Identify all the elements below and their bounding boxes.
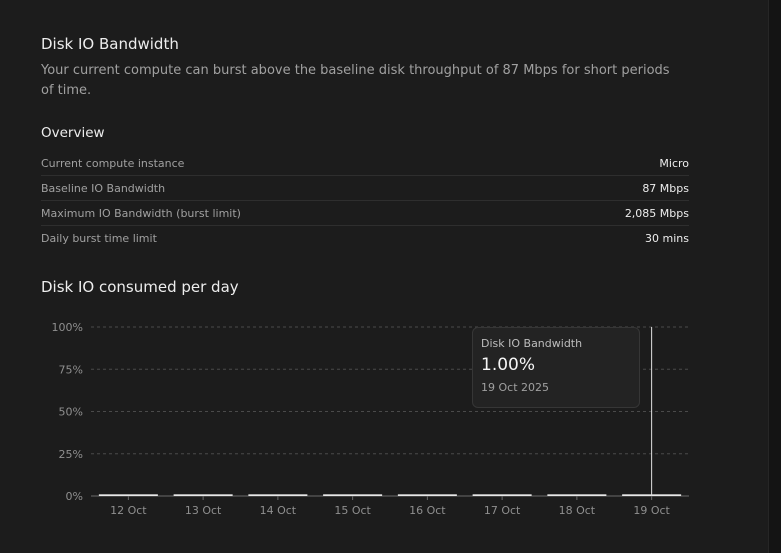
chart-bar xyxy=(472,494,532,496)
chart-bar xyxy=(323,494,383,496)
overview-value: 2,085 Mbps xyxy=(624,206,689,220)
y-tick-label: 0% xyxy=(66,490,83,503)
overview-label: Baseline IO Bandwidth xyxy=(41,181,166,195)
overview-table: Current compute instance Micro Baseline … xyxy=(41,151,689,250)
overview-row-burst-limit: Daily burst time limit 30 mins xyxy=(41,226,689,250)
chart-bar xyxy=(397,494,457,496)
section-title: Disk IO Bandwidth xyxy=(41,35,179,53)
x-tick-label: 19 Oct xyxy=(633,504,670,517)
x-tick-label: 18 Oct xyxy=(559,504,596,517)
chart-bar xyxy=(547,494,607,496)
scrollbar-track[interactable] xyxy=(768,0,781,553)
section-description: Your current compute can burst above the… xyxy=(41,63,670,98)
overview-row-compute: Current compute instance Micro xyxy=(41,151,689,176)
x-tick-label: 13 Oct xyxy=(185,504,222,517)
y-tick-label: 100% xyxy=(52,321,83,334)
tooltip-series: Disk IO Bandwidth xyxy=(481,337,583,350)
x-tick-label: 12 Oct xyxy=(110,504,147,517)
y-tick-label: 50% xyxy=(59,406,83,419)
chart-tooltip: Disk IO Bandwidth 1.00% 19 Oct 2025 xyxy=(472,327,640,408)
y-tick-label: 25% xyxy=(59,448,83,461)
overview-label: Daily burst time limit xyxy=(41,231,157,245)
overview-value: 87 Mbps xyxy=(642,181,689,195)
overview-label: Maximum IO Bandwidth (burst limit) xyxy=(41,206,241,220)
chart-bar xyxy=(248,494,308,496)
overview-row-baseline: Baseline IO Bandwidth 87 Mbps xyxy=(41,176,689,201)
x-tick-label: 16 Oct xyxy=(409,504,446,517)
overview-row-maximum: Maximum IO Bandwidth (burst limit) 2,085… xyxy=(41,201,689,226)
x-tick-label: 17 Oct xyxy=(484,504,521,517)
tooltip-value: 1.00% xyxy=(481,355,536,375)
x-tick-label: 14 Oct xyxy=(260,504,297,517)
overview-value: Micro xyxy=(659,156,689,170)
y-tick-label: 75% xyxy=(59,363,83,376)
chart-bar xyxy=(173,494,233,496)
chart-bar xyxy=(98,494,158,496)
overview-value: 30 mins xyxy=(645,231,689,245)
chart-title: Disk IO consumed per day xyxy=(41,278,239,296)
x-tick-label: 15 Oct xyxy=(334,504,371,517)
tooltip-date: 19 Oct 2025 xyxy=(481,381,550,394)
overview-label: Current compute instance xyxy=(41,156,185,170)
overview-title: Overview xyxy=(41,125,105,141)
